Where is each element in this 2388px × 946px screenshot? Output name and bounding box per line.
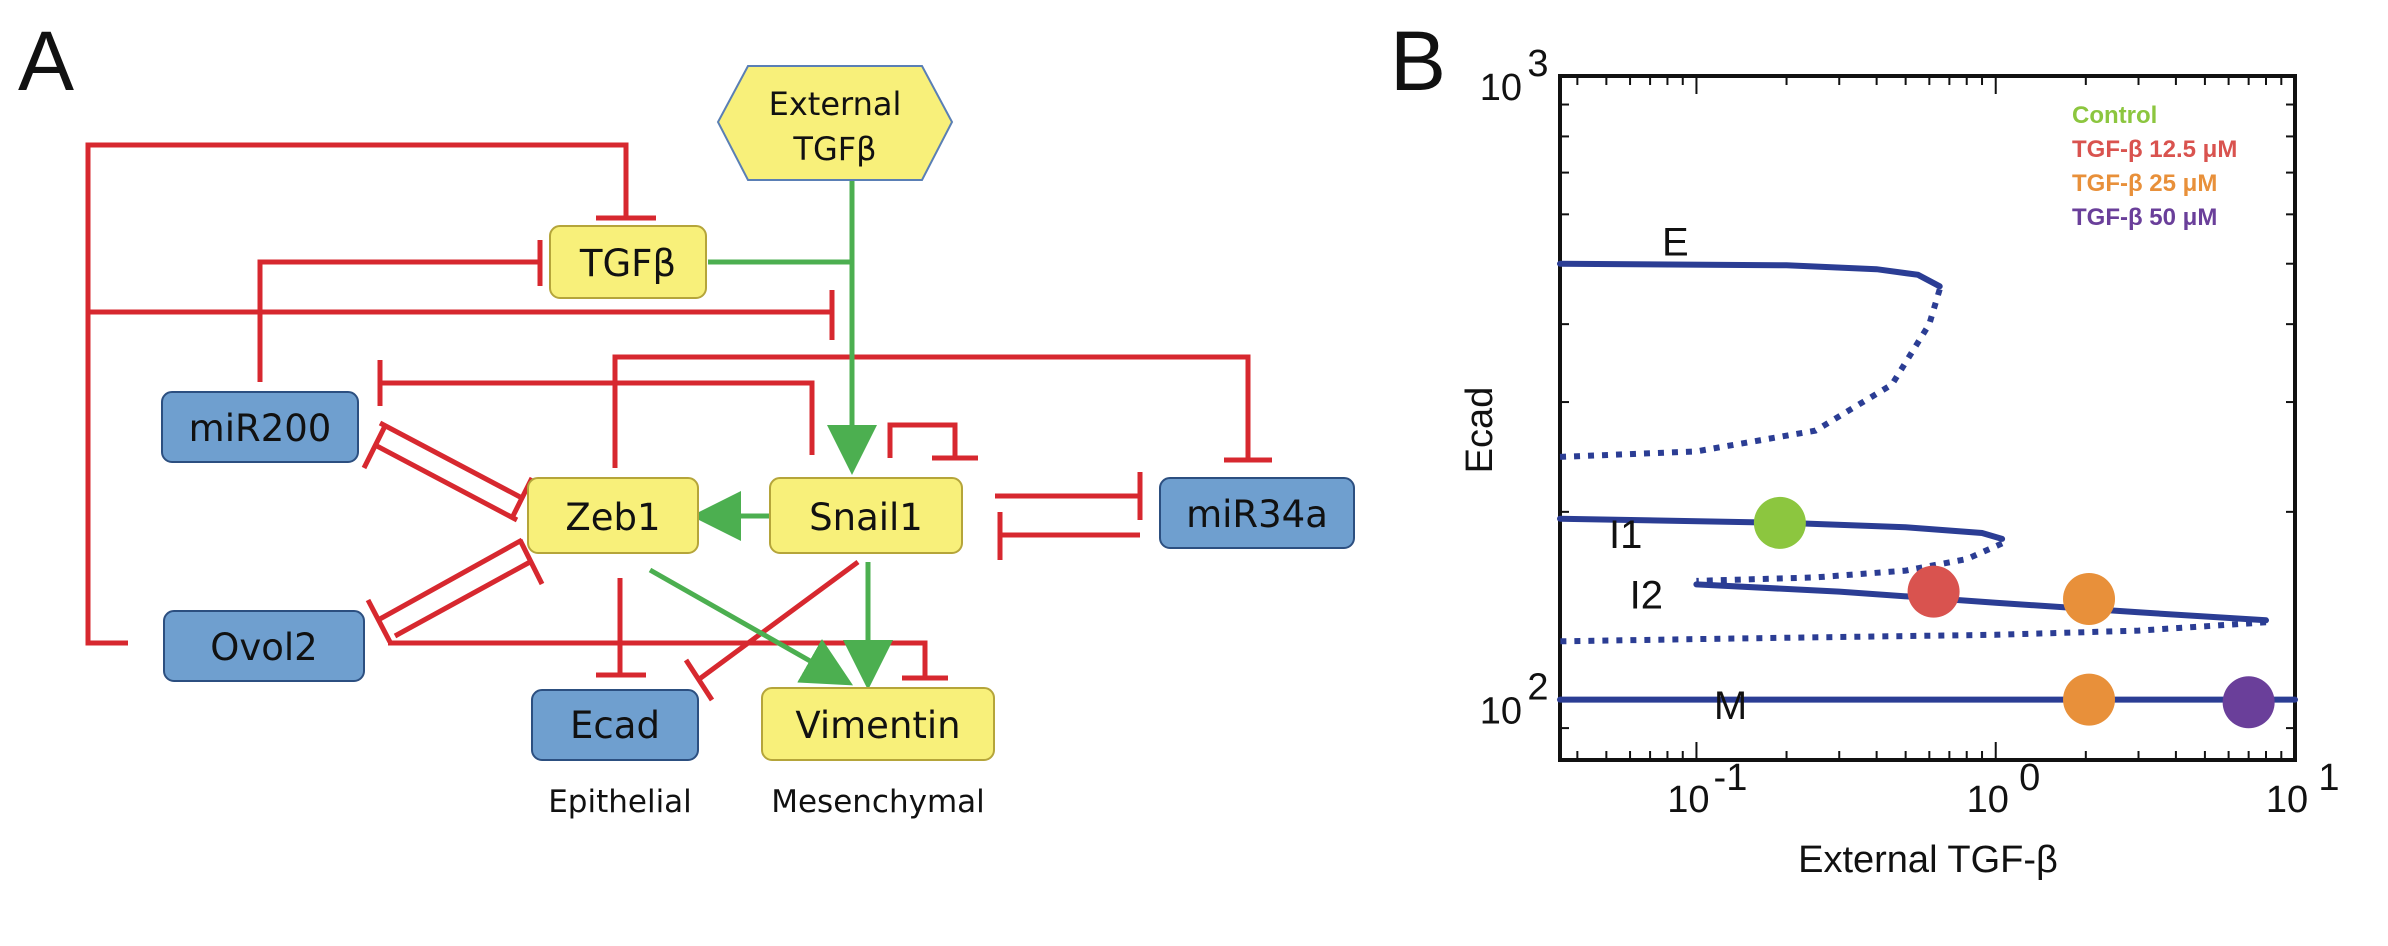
y-tick-exponent: 3 [1527,43,1548,85]
edge-mir200-inhibits-tgfb [257,259,540,382]
edge-zeb1-inhibits-mir34a [612,354,1251,468]
caption-epithelial: Epithelial [548,784,692,820]
node-mir200-label: miR200 [189,407,332,450]
node-zeb1: Zeb1 [527,477,699,554]
branch-I1-unstable [1696,540,2004,584]
edge-zeb1-inhibits-mir200 [373,442,519,523]
legend-entry: Control [2072,102,2157,129]
branch-E-stable [1557,260,1943,290]
experimental-points [1753,496,2275,729]
branch-label: M [1714,684,1747,728]
edge-tee [517,538,545,586]
x-tick-label: 10 [1967,779,2009,821]
node-external-tgfb-label-1: External [769,85,902,123]
data-point [1907,565,1960,618]
legend-entry: TGF-β 50 μM [2072,204,2217,231]
y-tick-label: 10 [1480,691,1522,733]
branch-label: E [1662,221,1689,265]
x-tick-exponent: -1 [1714,757,1748,799]
chart-legend: Control TGF-β 12.5 μM TGF-β 25 μM TGF-β 50 … [2072,102,2237,231]
x-tick-exponent: 0 [2019,757,2040,799]
edge-ovol2-inhibits-vimentin [388,640,928,678]
node-ecad: Ecad [531,689,699,761]
data-point [2222,676,2275,729]
panel-b-letter: B [1390,14,1446,108]
node-mir200: miR200 [161,391,359,463]
x-axis-label: External TGF-β [1798,839,2058,881]
node-ovol2-label: Ovol2 [210,626,317,669]
y-tick-label: 10 [1480,67,1522,109]
panel-a-letter: A [18,14,74,108]
node-ecad-label: Ecad [570,704,660,747]
node-snail1-label: Snail1 [809,496,923,539]
node-tgfb: TGFβ [549,225,707,299]
node-vimentin: Vimentin [761,687,995,761]
branch-E-unstable [1559,288,1943,460]
node-external-tgfb: External TGFβ [716,65,954,181]
node-mir34a-label: miR34a [1186,493,1328,536]
data-point [1753,496,1806,549]
edge-tee [361,422,389,470]
plot-frame [1558,74,2297,762]
edge-snail1-inhibits-mir200 [380,380,815,455]
x-tick-label: 10 [1667,779,1709,821]
axis-ticks [1560,76,2296,761]
edge-zeb1-inhibits-ovol2 [376,537,524,623]
x-tick-label: 10 [2266,779,2308,821]
y-axis-label: Ecad [1459,387,1501,474]
branch-I2-stable [1693,581,2269,624]
branch-I1-stable [1557,515,2006,542]
legend-entry: TGF-β 12.5 μM [2072,136,2237,163]
node-snail1: Snail1 [769,477,963,554]
branch-label: I2 [1630,573,1663,617]
branch-label: I1 [1609,513,1642,557]
caption-mesenchymal: Mesenchymal [771,784,985,820]
edge-tee [365,598,393,644]
node-ovol2: Ovol2 [163,610,365,682]
node-external-tgfb-label-2: TGFβ [792,130,876,168]
x-tick-exponent: 1 [2318,757,2339,799]
edge-snail1-inhibits-ecad [696,559,860,683]
edge-mir200-inhibits-zeb1 [378,420,524,501]
node-tgfb-label: TGFβ [579,242,676,285]
y-tick-exponent: 2 [1527,667,1548,709]
bifurcation-branches: E I1 I2 M [1557,221,2298,728]
edge-ovol2-inhibits-tgfb [85,142,629,646]
panel-a: A [18,14,1355,820]
edge-snail1-self-inhibition [887,422,958,458]
data-point [2063,572,2116,625]
branch-I2-unstable [1559,619,2267,645]
edge-tee [683,658,715,702]
edge-ovol2-inhibits-zeb1 [393,559,532,639]
node-mir34a: miR34a [1159,477,1355,549]
legend-entry: TGF-β 25 μM [2072,170,2217,197]
edge-zeb1-activates-vimentin [648,567,854,686]
node-zeb1-label: Zeb1 [565,496,660,539]
activation-edges [648,180,893,690]
node-vimentin-label: Vimentin [795,704,960,747]
data-point [2063,673,2116,726]
